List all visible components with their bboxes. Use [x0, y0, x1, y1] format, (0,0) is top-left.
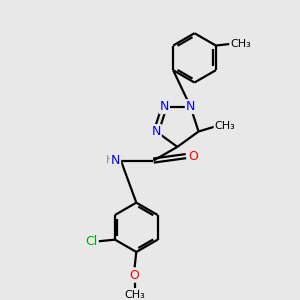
- Text: N: N: [111, 154, 120, 167]
- Text: H: H: [106, 155, 115, 165]
- Text: CH₃: CH₃: [230, 39, 251, 49]
- Text: Cl: Cl: [85, 235, 98, 248]
- Text: CH₃: CH₃: [214, 121, 235, 131]
- Text: N: N: [186, 100, 195, 113]
- Text: CH₃: CH₃: [124, 290, 145, 300]
- Text: O: O: [188, 150, 198, 163]
- Text: N: N: [152, 125, 161, 138]
- Text: O: O: [130, 269, 140, 282]
- Text: N: N: [160, 100, 169, 113]
